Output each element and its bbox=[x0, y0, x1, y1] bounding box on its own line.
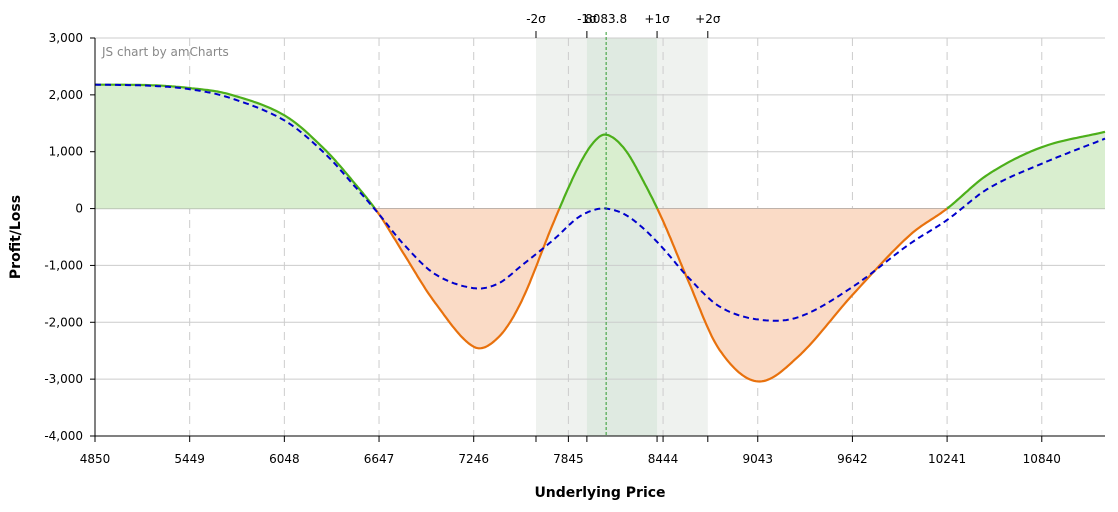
sigma-label: +2σ bbox=[695, 12, 721, 26]
y-tick-label: 1,000 bbox=[49, 145, 83, 159]
x-tick-label: 7845 bbox=[553, 452, 584, 466]
y-tick-label: -2,000 bbox=[44, 315, 83, 329]
y-tick-label: 3,000 bbox=[49, 31, 83, 45]
x-tick-label: 7246 bbox=[458, 452, 489, 466]
x-tick-label: 9642 bbox=[837, 452, 868, 466]
x-tick-label: 10241 bbox=[928, 452, 966, 466]
loss-area bbox=[657, 208, 948, 382]
x-axis-title: Underlying Price bbox=[534, 485, 665, 501]
y-tick-label: 0 bbox=[75, 202, 83, 216]
sigma-labels: 8083.8 -2σ -1σ +1σ +2σ bbox=[526, 12, 721, 442]
sigma1-band bbox=[586, 38, 658, 436]
y-tick-label: -4,000 bbox=[44, 429, 83, 443]
profit-area bbox=[95, 84, 375, 209]
current-price-label: 8083.8 bbox=[585, 12, 627, 26]
sigma-label: -1σ bbox=[577, 12, 597, 26]
x-tick-label: 4850 bbox=[80, 452, 111, 466]
x-tick-label: 5449 bbox=[174, 452, 205, 466]
y-tick-label: 2,000 bbox=[49, 88, 83, 102]
x-tick-label: 6048 bbox=[269, 452, 300, 466]
loss-area bbox=[375, 208, 560, 349]
expiration-line-loss bbox=[656, 207, 948, 383]
x-tick-label: 6647 bbox=[364, 452, 395, 466]
sigma-label: +1σ bbox=[644, 12, 670, 26]
y-axis-title: Profit/Loss bbox=[8, 195, 24, 279]
profit-area bbox=[559, 134, 658, 209]
expiration-line-profit bbox=[946, 130, 1106, 210]
axes: 3,000 2,000 1,000 0 -1,000 -2,000 -3,000 -4,000… bbox=[44, 31, 1105, 466]
y-tick-label: -3,000 bbox=[44, 372, 83, 386]
x-tick-label: 9043 bbox=[742, 452, 773, 466]
profit-area bbox=[947, 131, 1105, 209]
x-tick-label: 10840 bbox=[1023, 452, 1061, 466]
y-tick-label: -1,000 bbox=[44, 258, 83, 272]
watermark-text[interactable]: JS chart by amCharts bbox=[101, 45, 229, 59]
sigma-label: -2σ bbox=[526, 12, 546, 26]
x-tick-label: 8444 bbox=[648, 452, 679, 466]
expiration-line-loss bbox=[374, 207, 561, 350]
